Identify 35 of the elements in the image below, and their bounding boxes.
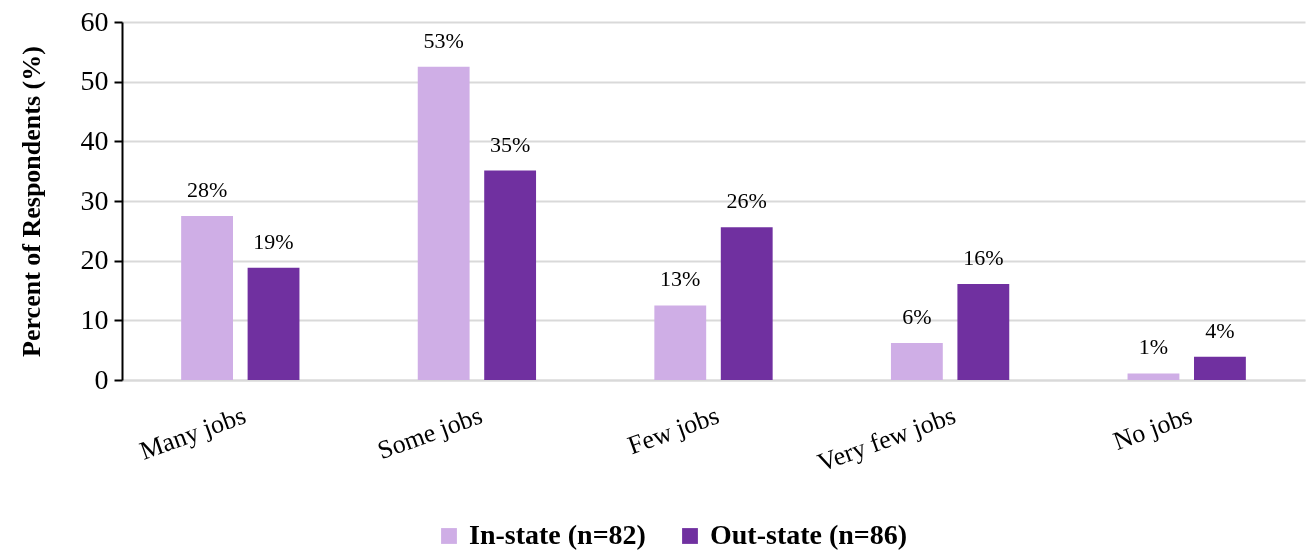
y-axis-title: Percent of Respondents (%) — [16, 46, 46, 357]
x-tick-label: No jobs — [1109, 400, 1196, 456]
x-tick-label: Very few jobs — [813, 400, 960, 478]
data-label: 28% — [186, 176, 228, 202]
bar — [417, 66, 470, 380]
bar — [181, 215, 233, 380]
y-tick-label: 0 — [94, 363, 109, 395]
bar — [890, 343, 943, 380]
x-tick-label: Few jobs — [623, 400, 723, 461]
data-label: 6% — [902, 304, 932, 330]
bar — [247, 267, 300, 380]
y-tick-label: 10 — [80, 303, 109, 335]
x-tick-label: Many jobs — [135, 400, 250, 466]
legend-label: In-state (n=82) — [469, 519, 646, 550]
data-label: 26% — [726, 188, 767, 214]
y-tick-label: 20 — [80, 244, 109, 276]
data-label: 13% — [660, 266, 701, 292]
y-tick-label: 50 — [80, 65, 109, 97]
y-tick-label: 30 — [80, 184, 109, 216]
bar — [1127, 373, 1180, 380]
legend-label: Out-state (n=86) — [710, 519, 908, 550]
bar — [654, 305, 707, 380]
y-tick-label: 40 — [80, 124, 109, 156]
data-label: 4% — [1205, 317, 1235, 343]
data-label: 1% — [1138, 334, 1169, 360]
bar — [720, 227, 773, 380]
x-tick-label: Some jobs — [373, 400, 487, 466]
bar — [1194, 356, 1246, 380]
data-label: 16% — [963, 244, 1004, 270]
bar — [957, 283, 1010, 380]
data-label: 19% — [253, 228, 294, 254]
data-label: 35% — [489, 131, 531, 157]
y-tick-label: 60 — [80, 5, 109, 37]
bar — [484, 170, 537, 380]
data-label: 53% — [423, 27, 464, 53]
